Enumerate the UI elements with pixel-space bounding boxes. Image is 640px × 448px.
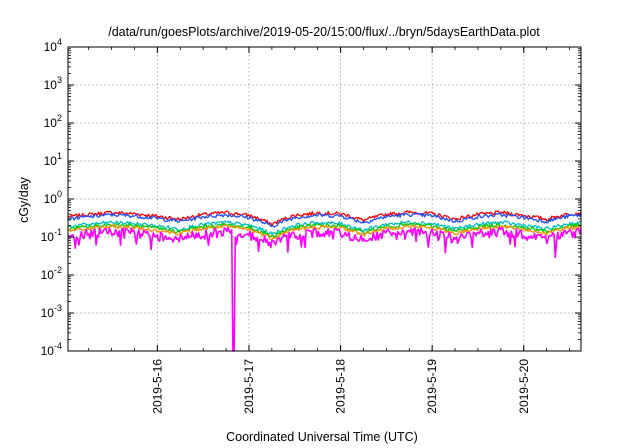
y-tick-label: 102 xyxy=(44,113,62,130)
tick-labels: 10-4 10-3 10-2 10-1 100 101 102 103 104 2019-5-16… xyxy=(41,37,531,414)
y-tick-label: 10-1 xyxy=(41,227,62,244)
axis-ticks xyxy=(68,46,581,352)
y-tick-label: 103 xyxy=(44,75,62,92)
chart-title: /data/run/goesPlots/archive/2019-05-20/1… xyxy=(108,25,540,39)
x-tick-label: 2019-5-16 xyxy=(150,359,164,414)
x-tick-label: 2019-5-20 xyxy=(517,359,531,414)
y-tick-label: 10-4 xyxy=(41,341,62,358)
y-tick-label: 100 xyxy=(44,189,62,206)
series-line xyxy=(67,212,582,228)
series-line xyxy=(67,224,582,241)
series-line xyxy=(67,210,582,227)
y-axis-label: cGy/day xyxy=(17,176,31,223)
series-group xyxy=(67,210,582,352)
x-tick-label: 2019-5-19 xyxy=(425,359,439,414)
y-tick-label: 101 xyxy=(44,151,62,168)
x-axis-label: Coordinated Universal Time (UTC) xyxy=(226,430,418,444)
grid-lines xyxy=(68,47,581,351)
y-tick-label: 104 xyxy=(44,37,62,54)
series-line xyxy=(67,226,582,352)
x-tick-label: 2019-5-18 xyxy=(334,359,348,414)
y-tick-label: 10-3 xyxy=(41,303,62,320)
y-tick-label: 10-2 xyxy=(41,265,62,282)
x-tick-label: 2019-5-17 xyxy=(242,359,256,414)
